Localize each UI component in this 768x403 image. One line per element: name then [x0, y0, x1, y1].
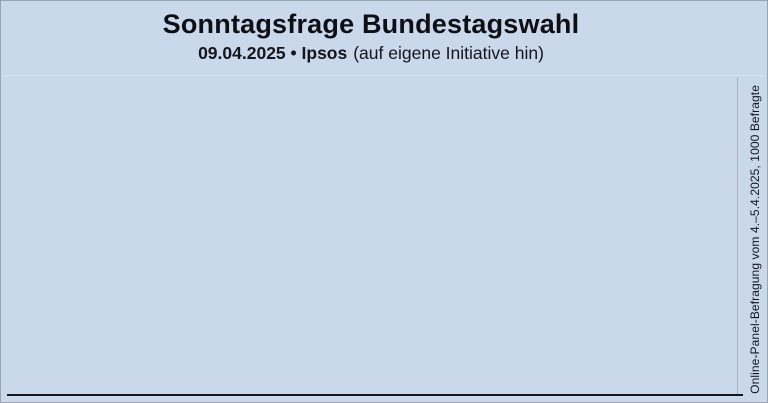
plot-area-right-edge	[737, 77, 738, 395]
plot-area-top-edge	[2, 75, 766, 76]
x-axis-baseline	[7, 394, 743, 396]
chart-title: Sonntagsfrage Bundestagswahl	[162, 9, 580, 39]
chart-subtitle-remark: (auf eigene Initiative hin)	[353, 43, 544, 63]
chart-subtitle-date-institute: 09.04.2025 • Ipsos	[198, 43, 348, 63]
chart-subtitle: 09.04.2025 • Ipsos (auf eigene Initiative…	[1, 41, 741, 65]
chart-header: Sonntagsfrage Bundestagswahl 09.04.2025 …	[1, 7, 741, 65]
vertical-source-note: Online-Panel-Befragung vom 4.–5.4.2025, …	[748, 85, 762, 394]
